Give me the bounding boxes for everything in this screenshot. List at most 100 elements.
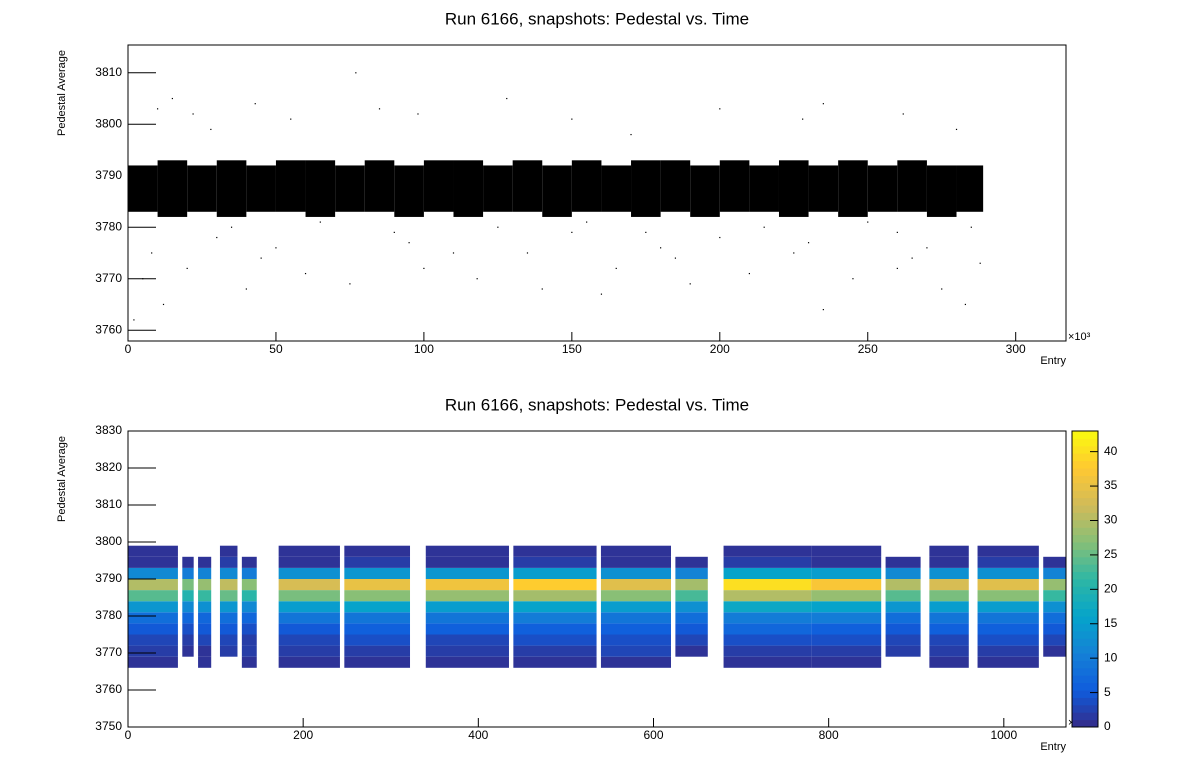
dense-band: [335, 165, 365, 212]
y-tick-label: 3790: [95, 168, 122, 182]
y-tick-label: 3780: [95, 608, 122, 622]
x-tick-label: 50: [269, 342, 283, 356]
x-tick-label: 150: [562, 342, 582, 356]
heat-cell: [425, 556, 509, 568]
heat-cell: [600, 645, 672, 657]
heat-cell: [723, 634, 812, 646]
heat-cell: [344, 545, 411, 557]
point: [245, 288, 247, 290]
heat-cell: [885, 556, 921, 568]
x-axis-label: Entry: [1040, 355, 1066, 367]
point: [822, 308, 824, 311]
heat-cell: [219, 545, 238, 557]
colorbar-step: [1072, 579, 1098, 587]
point: [452, 252, 455, 254]
heat-cell: [885, 579, 921, 591]
heat-cell: [885, 567, 921, 579]
heat-cell: [811, 656, 882, 668]
colorbar-step: [1072, 623, 1098, 632]
heat-cell: [241, 623, 257, 635]
colorbar-step: [1072, 675, 1098, 684]
heat-cell: [885, 634, 921, 646]
colorbar-tick-label: 35: [1104, 478, 1118, 492]
heat-cell: [929, 556, 969, 568]
heat-cell: [977, 645, 1039, 657]
heat-cell: [675, 623, 708, 635]
heat-cell: [811, 567, 882, 579]
x-tick-label: 600: [643, 728, 663, 742]
heat-cell: [344, 556, 411, 568]
dense-band: [956, 165, 984, 212]
heat-cell: [344, 567, 411, 579]
point: [630, 133, 632, 136]
dense-band: [216, 160, 247, 217]
dense-band: [897, 160, 927, 212]
point: [941, 288, 943, 290]
heat-cell: [198, 656, 212, 668]
dense-band: [128, 165, 158, 212]
heat-cell: [198, 601, 212, 613]
colorbar-step: [1072, 682, 1098, 691]
point: [151, 252, 153, 254]
point: [260, 257, 262, 259]
point: [896, 267, 898, 270]
heat-cell: [278, 656, 340, 668]
heat-cell: [278, 545, 340, 557]
heat-cell: [344, 623, 411, 635]
heat-cell: [219, 612, 238, 624]
heat-cell: [182, 612, 194, 624]
heat-cell: [600, 590, 672, 602]
heat-cell: [198, 634, 212, 646]
colorbar-step: [1072, 542, 1098, 550]
heat-cell: [198, 590, 212, 602]
dense-band: [926, 165, 957, 217]
dense-band: [778, 160, 809, 217]
heat-cell: [241, 645, 257, 657]
heat-cell: [182, 567, 194, 579]
heat-cell: [929, 567, 969, 579]
dense-band: [867, 165, 898, 212]
heat-cell: [219, 623, 238, 635]
heat-cell: [219, 601, 238, 613]
heat-cell: [811, 590, 882, 602]
heat-cell: [723, 645, 812, 657]
colorbar-step: [1072, 667, 1098, 676]
heat-cell: [344, 612, 411, 624]
heat-cell: [675, 612, 708, 624]
colorbar-step: [1072, 482, 1098, 491]
heat-cell: [241, 612, 257, 624]
heat-cell: [929, 645, 969, 657]
heat-cell: [278, 634, 340, 646]
y-tick-label: 3810: [95, 497, 122, 511]
heat-cell: [675, 579, 708, 591]
x-tick-label: 800: [819, 728, 839, 742]
heat-cell: [811, 601, 882, 613]
heat-cell: [425, 545, 509, 557]
y-tick-label: 3830: [95, 423, 122, 437]
colorbar-tick-label: 20: [1104, 581, 1118, 595]
colorbar-step: [1072, 601, 1098, 610]
y-tick-label: 3760: [95, 322, 122, 336]
dense-band: [631, 160, 661, 217]
heat-cell: [929, 579, 969, 591]
heat-cell: [885, 590, 921, 602]
point: [393, 231, 395, 233]
point: [793, 252, 795, 254]
point: [156, 108, 159, 110]
heat-cell: [513, 556, 597, 568]
heat-cell: [977, 545, 1039, 557]
heat-cell: [344, 634, 411, 646]
point: [955, 128, 958, 131]
point: [979, 262, 981, 264]
x-tick-label: 300: [1006, 342, 1026, 356]
heat-cell: [219, 556, 238, 568]
point: [970, 226, 972, 228]
point: [645, 231, 647, 233]
point: [586, 221, 588, 223]
y-tick-label: 3800: [95, 116, 122, 130]
colorbar-step: [1072, 630, 1098, 639]
colorbar-step: [1072, 719, 1098, 728]
colorbar-step: [1072, 564, 1098, 573]
point: [660, 247, 662, 249]
heat-cell: [513, 601, 597, 613]
